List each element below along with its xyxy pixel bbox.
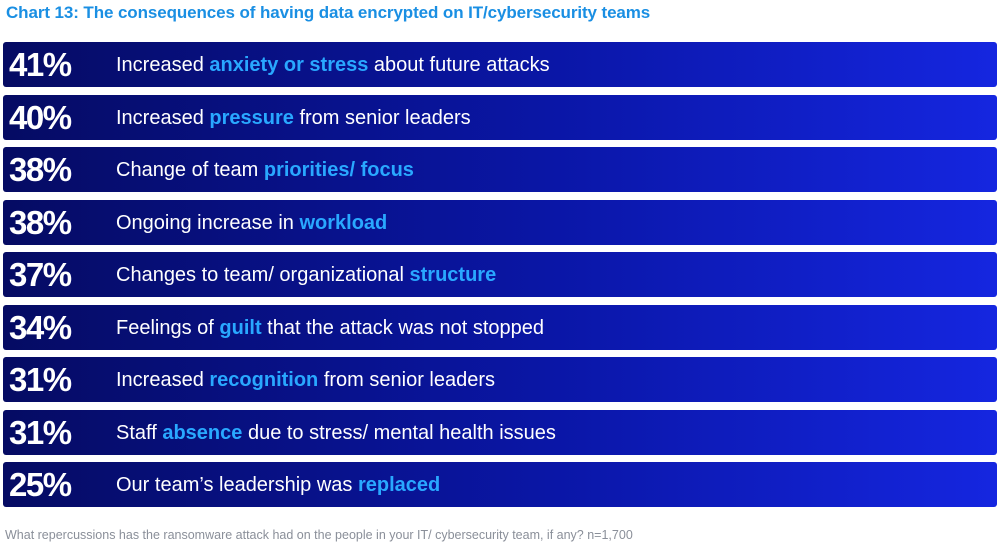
label-text: Changes to team/ organizational [116,264,410,286]
label-text: from senior leaders [293,106,471,129]
chart-title: Chart 13: The consequences of having dat… [6,3,651,22]
consequence-label: Ongoing increase in workload [116,200,387,245]
consequence-label: Our team’s leadership was replaced [116,462,440,507]
percent-label: 31% [9,413,72,451]
consequence-label: Increased recognition from senior leader… [116,357,495,402]
label-text: about future attacks [368,54,550,76]
consequence-label: Staff absence due to stress/ mental heal… [116,410,556,455]
label-highlight: pressure [209,106,294,129]
result-row: 41% Increased anxiety or stress about fut… [3,42,997,87]
label-highlight: workload [299,211,388,234]
label-text: Increased [116,54,210,76]
consequence-label: Change of team priorities/ focus [116,147,414,192]
consequence-label: Increased anxiety or stress about future… [116,42,550,87]
percent-label: 38% [9,203,72,241]
result-row: 34% Feelings of guilt that the attack was… [3,304,997,350]
label-text: due to stress/ mental health issues [242,421,556,444]
label-highlight: replaced [357,474,441,496]
results-list: 41% Increased anxiety or stress about fut… [3,42,997,515]
result-row: 38% Change of team priorities/ focus [3,147,997,192]
label-highlight: recognition [209,369,319,391]
percent-label: 34% [9,308,72,346]
percent-label: 31% [9,361,72,398]
consequence-label: Changes to team/ organizational structur… [116,252,496,297]
label-text: Feelings of [116,316,220,339]
label-text: Our team’s leadership was [116,474,358,496]
label-text: Increased [116,106,210,129]
percent-label: 37% [9,256,72,293]
label-text: from senior leaders [318,369,496,391]
consequence-label: Increased pressure from senior leaders [116,95,471,140]
result-row: 31% Increased recognition from senior lea… [3,357,997,402]
result-row: 40% Increased pressure from senior leader… [3,94,997,140]
label-text: Staff [116,421,163,444]
label-text: Increased [116,369,210,391]
result-row: 38% Ongoing increase in workload [3,199,997,245]
percent-label: 38% [9,151,72,188]
label-highlight: priorities/ focus [263,159,414,181]
survey-footnote: What repercussions has the ransomware at… [5,528,633,542]
label-highlight: structure [409,264,497,286]
consequence-label: Feelings of guilt that the attack was no… [116,305,544,350]
result-row: 31% Staff absence due to stress/ mental h… [3,409,997,455]
percent-label: 25% [9,466,72,503]
label-highlight: absence [162,421,243,444]
label-text: that the attack was not stopped [261,316,545,339]
result-row: 37% Changes to team/ organizational struc… [3,252,997,297]
percent-label: 40% [9,98,72,136]
percent-label: 41% [9,46,72,83]
label-highlight: guilt [219,316,262,339]
label-text: Ongoing increase in [116,211,300,234]
label-highlight: anxiety or stress [209,54,369,76]
result-row: 25% Our team’s leadership was replaced [3,462,997,507]
label-text: Change of team [116,159,264,181]
